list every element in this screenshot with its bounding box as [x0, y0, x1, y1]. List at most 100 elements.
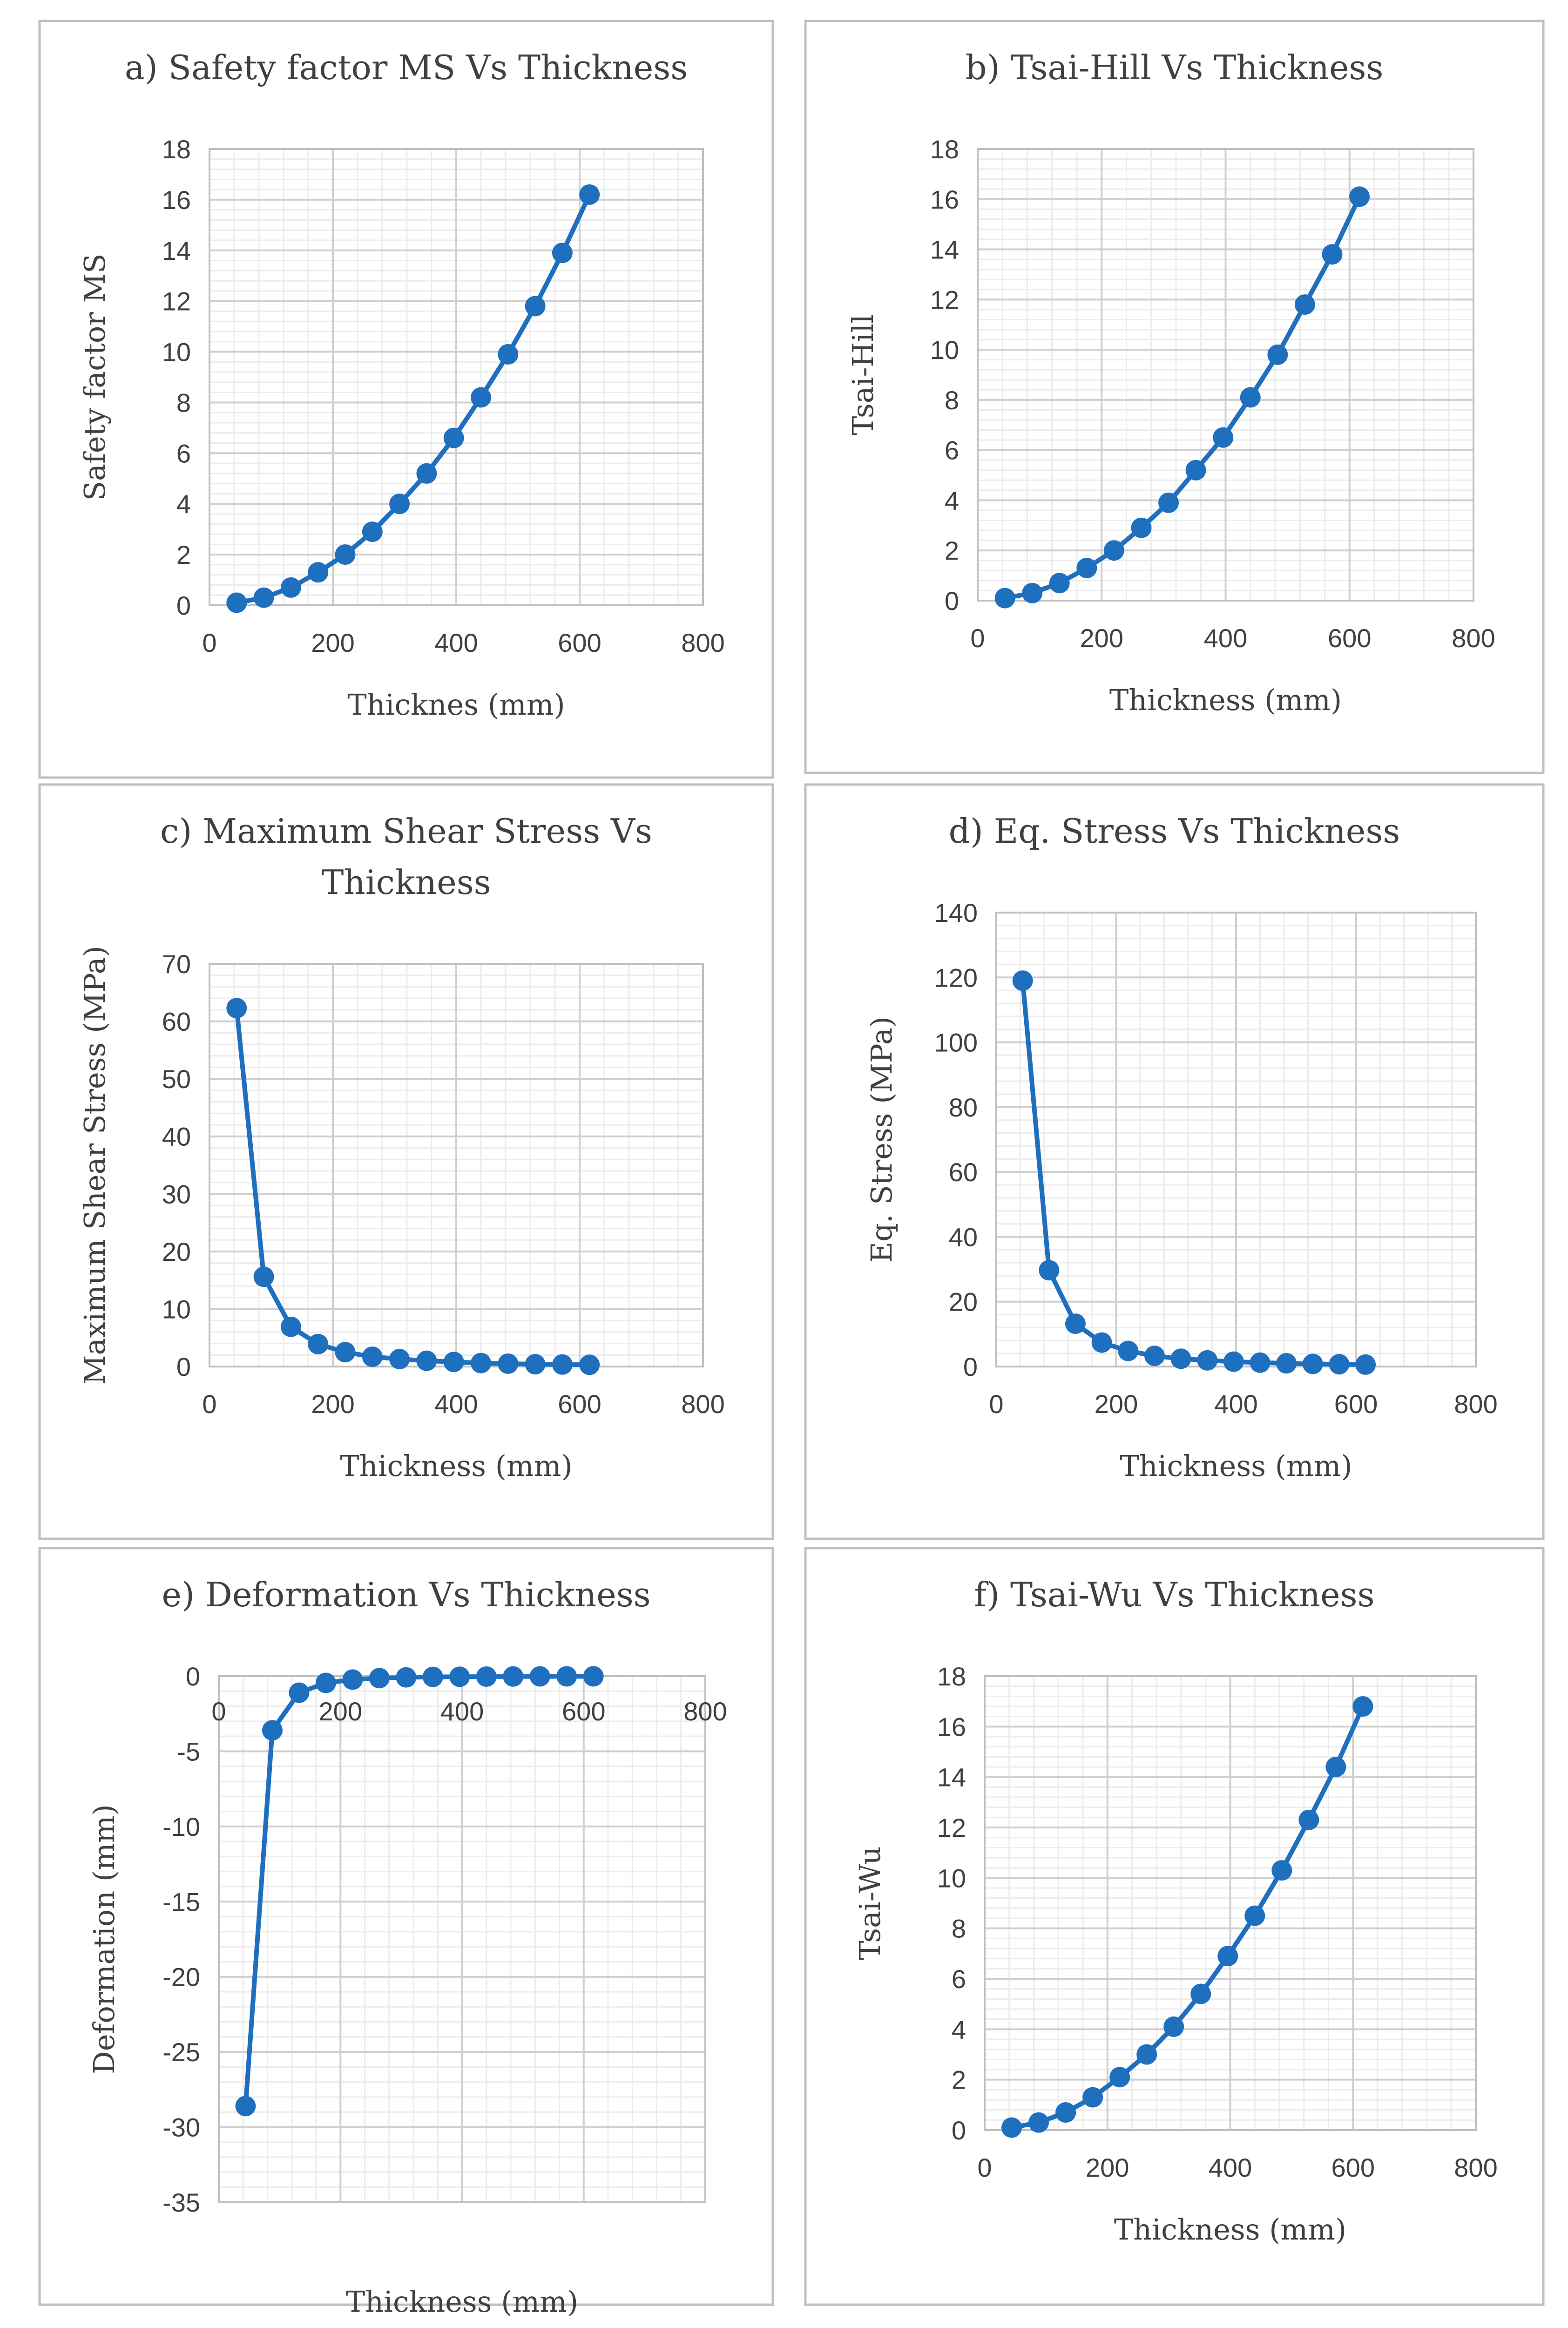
- data-point: [994, 588, 1015, 609]
- y-axis-label-d: Eq. Stress (MPa): [865, 1016, 899, 1263]
- data-point: [552, 243, 573, 264]
- y-tick-label: 14: [937, 1763, 966, 1792]
- y-tick-label: 20: [949, 1287, 978, 1317]
- y-tick-label: 12: [162, 287, 191, 316]
- data-point: [1118, 1340, 1139, 1361]
- chart-title-c: c) Maximum Shear Stress Vs: [160, 812, 652, 851]
- y-tick-label: 30: [162, 1179, 191, 1209]
- chart-title-d: d) Eq. Stress Vs Thickness: [949, 812, 1400, 851]
- chart-panel-e: 0 200 400 600 800 0 -5 -10 -15 -20 -25 -30 -35 e) Def…: [38, 1547, 774, 2319]
- x-tick-label: 600: [1334, 1389, 1378, 1419]
- chart-panel-f: 0 200 400 600 800 0 2 4 6 8 10 12 14 16 18 f) Tsai-Wu V…: [804, 1547, 1545, 2306]
- data-point: [1158, 492, 1179, 513]
- data-point: [1213, 427, 1234, 448]
- data-point: [1349, 186, 1370, 207]
- data-point: [476, 1666, 497, 1687]
- data-point: [1028, 2112, 1049, 2133]
- data-point: [579, 1354, 600, 1375]
- y-tick-label: 60: [949, 1157, 978, 1187]
- x-tick-label: 0: [211, 1697, 226, 1726]
- data-point: [1298, 1809, 1319, 1830]
- data-point: [1144, 1346, 1165, 1367]
- y-tick-label: 6: [952, 1964, 966, 1994]
- x-tick-label: 200: [319, 1697, 362, 1726]
- y-axis-label-a: Safety factor MS: [78, 254, 112, 501]
- data-point: [1267, 344, 1288, 365]
- data-point: [362, 521, 383, 542]
- data-point: [471, 387, 491, 408]
- x-tick-label: 800: [683, 1697, 727, 1726]
- y-tick-label: 8: [945, 386, 959, 415]
- y-tick-label: 2: [952, 2065, 966, 2095]
- x-tick-label: 200: [1086, 2153, 1129, 2182]
- y-tick-label: -10: [162, 1812, 200, 1841]
- y-tick-label: 12: [937, 1813, 966, 1842]
- chart-title-a: a) Safety factor MS Vs Thickness: [125, 48, 688, 87]
- y-tick-label: -15: [162, 1887, 200, 1916]
- data-point: [1163, 2016, 1184, 2037]
- data-point: [1322, 244, 1343, 265]
- x-tick-label: 400: [1204, 623, 1247, 653]
- data-point: [253, 587, 274, 608]
- data-point: [1082, 2087, 1103, 2108]
- x-axis-label-a: Thicknes (mm): [347, 688, 565, 722]
- data-point: [1355, 1354, 1376, 1375]
- panel-frame-f: [804, 1547, 1545, 2306]
- chart-title-c: Thickness: [321, 863, 491, 902]
- y-tick-label: -30: [162, 2113, 200, 2142]
- data-point: [1012, 970, 1033, 991]
- panel-frame-e: [38, 1547, 774, 2306]
- y-tick-label: 0: [176, 1352, 191, 1381]
- x-tick-label: 600: [562, 1697, 605, 1726]
- y-tick-label: 2: [176, 540, 191, 569]
- y-axis-label-c: Maximum Shear Stress (MPa): [78, 946, 112, 1385]
- data-point: [1039, 1260, 1060, 1281]
- data-point: [1294, 294, 1315, 315]
- x-axis-label-f: Thickness (mm): [1114, 2213, 1346, 2247]
- data-point: [471, 1353, 491, 1374]
- y-tick-label: 10: [162, 1294, 191, 1324]
- data-point: [280, 577, 301, 598]
- data-point: [396, 1667, 417, 1688]
- data-point: [1250, 1352, 1271, 1373]
- x-tick-label: 400: [1214, 1389, 1257, 1419]
- data-point: [308, 1333, 329, 1354]
- y-tick-label: 14: [162, 236, 191, 265]
- data-point: [389, 494, 410, 514]
- data-point: [1217, 1946, 1238, 1967]
- x-tick-label: 0: [202, 628, 216, 657]
- x-axis-label-b: Thickness (mm): [1109, 683, 1342, 717]
- data-point: [552, 1354, 573, 1375]
- plot-area-f: [984, 1675, 1477, 2131]
- data-point: [1091, 1332, 1112, 1353]
- plot-area-b: [977, 148, 1474, 602]
- data-point: [1109, 2067, 1130, 2088]
- y-axis-label-e: Deformation (mm): [87, 1804, 121, 2074]
- data-point: [280, 1316, 301, 1337]
- x-axis-label-c: Thickness (mm): [340, 1449, 572, 1483]
- y-tick-label: 6: [176, 439, 191, 468]
- y-tick-label: 10: [162, 338, 191, 367]
- y-tick-label: 100: [934, 1028, 978, 1057]
- data-point: [443, 1352, 464, 1373]
- data-point: [262, 1720, 283, 1741]
- data-point: [226, 592, 247, 613]
- panel-frame-d: [804, 783, 1545, 1540]
- chart-title-b: b) Tsai-Hill Vs Thickness: [966, 48, 1384, 87]
- y-tick-label: 2: [945, 536, 959, 565]
- y-tick-label: 16: [162, 185, 191, 215]
- x-tick-label: 0: [977, 2153, 992, 2182]
- data-point: [1325, 1757, 1346, 1777]
- data-point: [1022, 582, 1043, 603]
- y-tick-label: -5: [177, 1737, 200, 1766]
- data-point: [1185, 460, 1206, 480]
- chart-title-f: f) Tsai-Wu Vs Thickness: [974, 1575, 1374, 1614]
- y-tick-label: 70: [162, 949, 191, 979]
- data-point: [529, 1666, 550, 1687]
- y-tick-label: 50: [162, 1064, 191, 1094]
- y-tick-label: 4: [945, 486, 959, 515]
- x-tick-label: 200: [311, 628, 354, 657]
- data-point: [449, 1666, 470, 1687]
- data-point: [1276, 1353, 1297, 1374]
- x-tick-label: 800: [681, 628, 724, 657]
